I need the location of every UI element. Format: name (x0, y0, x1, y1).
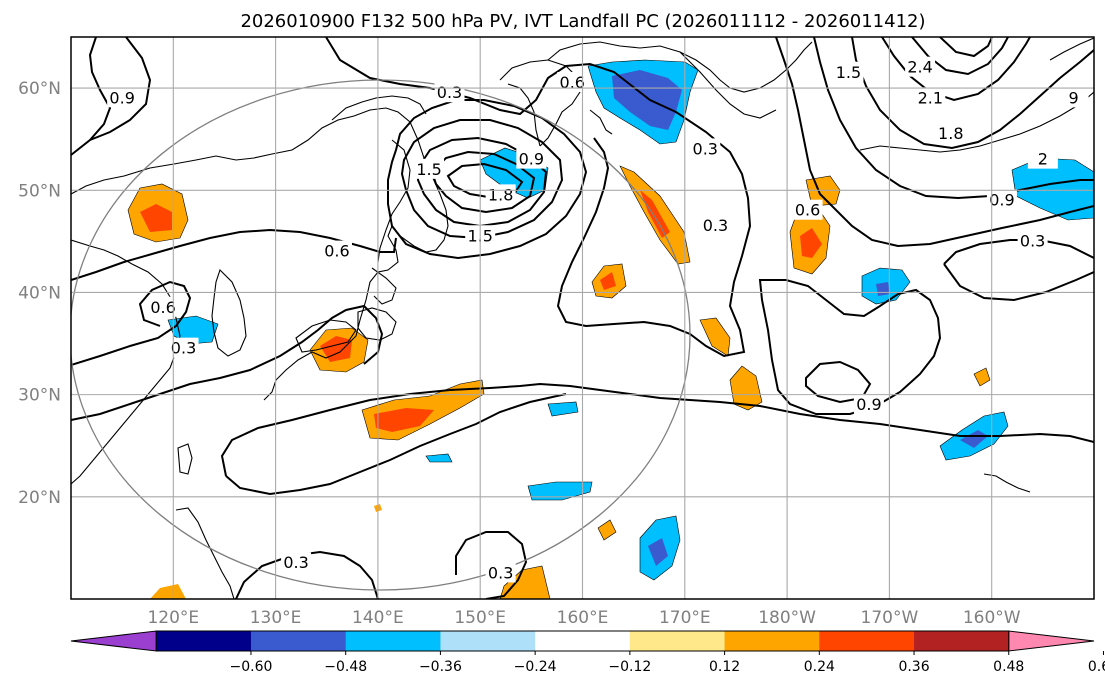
contour-label: 0.3 (488, 563, 513, 582)
colorbar-segment (156, 631, 252, 651)
contour-label-bg (915, 87, 946, 108)
contour-label-bg (485, 184, 516, 205)
gridlines (71, 37, 1094, 599)
colorbar-segment (440, 631, 536, 651)
map-area: 0.9 0.30.60.91.81.51.50.60.30.31.5 2.42.11… (71, 37, 1094, 599)
lon-tick-label: 170°W (861, 608, 919, 628)
contour-label-bg (516, 148, 547, 169)
contour-label-bg (853, 393, 884, 414)
colorbar: −0.60 −0.48 −0.36 −0.24 −0.12 0.12 0.24 0.36 0.4… (70, 630, 1105, 675)
contour-label: 0.6 (795, 201, 820, 220)
lon-tick-label: 150°E (454, 608, 506, 628)
colorbar-segment (345, 631, 441, 651)
contour-label-bg (107, 87, 138, 108)
contour-label-bg (700, 215, 731, 236)
colorbar-segment (724, 631, 820, 651)
colorbar-tick-label: −0.36 (419, 659, 462, 675)
colorbar-tick-label: 0.48 (993, 659, 1024, 675)
lat-tick-label: 40°N (18, 283, 61, 303)
lon-tick-label: 160°E (557, 608, 609, 628)
contour-label-bg (905, 56, 936, 77)
lat-tick-label: 20°N (18, 488, 61, 508)
contour-label-bg (1027, 148, 1058, 169)
contour-label-bg (557, 71, 588, 92)
contour-label-bg (321, 240, 352, 261)
radius-circle (71, 79, 691, 591)
contour-label-bg (434, 82, 465, 103)
longitude-labels: 120°E 130°E 140°E 150°E 160°E 170°E 180°W 170°W… (147, 608, 1020, 628)
contour-label-bg (168, 337, 199, 358)
contour-label-bg (690, 138, 721, 159)
contour-label: 0.6 (150, 298, 175, 317)
contour-label: 0.9 (989, 190, 1014, 209)
colorbar-segment (914, 631, 1010, 651)
contour-label-bg (1058, 87, 1089, 108)
lat-tick-label: 60°N (18, 79, 61, 99)
figure-title: 2026010900 F132 500 hPa PV, IVT Landfall… (240, 11, 925, 32)
colorbar-extend-high (1008, 630, 1095, 652)
colorbar-tick-label: −0.12 (608, 659, 651, 675)
lon-tick-label: 170°E (659, 608, 711, 628)
contour-label-bg (148, 296, 179, 317)
colorbar-frame (155, 630, 1010, 652)
contour-label: 0.3 (437, 83, 462, 102)
lat-tick-label: 50°N (18, 181, 61, 201)
contour-label: 9 (1068, 88, 1078, 107)
colorbar-segment (819, 631, 915, 651)
lon-tick-label: 140°E (352, 608, 404, 628)
colorbar-tick-label: −0.24 (514, 659, 557, 675)
contour-label-bg (281, 552, 312, 573)
colorbar-tick-label: 0.36 (898, 659, 929, 675)
contour-label: 1.5 (836, 63, 861, 82)
latitude-labels: 20°N 30°N 40°N 50°N 60°N (18, 79, 61, 508)
contour-label: 0.3 (1020, 231, 1045, 250)
contour-label-bg (792, 199, 823, 220)
contour-label: 0.9 (109, 88, 134, 107)
contour-label: 0.3 (693, 139, 718, 158)
lon-tick-label: 160°W (963, 608, 1021, 628)
lon-tick-label: 130°E (250, 608, 302, 628)
contour-label: 2 (1038, 150, 1048, 169)
map-frame (70, 36, 1095, 600)
lat-tick-label: 30°N (18, 386, 61, 406)
colorbar-tick-label: −0.60 (230, 659, 273, 675)
colorbar-tick-label: 0.60 (1088, 659, 1105, 675)
contour-label: 0.3 (283, 553, 308, 572)
colorbar-tick-label: −0.48 (324, 659, 367, 675)
lon-tick-label: 180°W (758, 608, 816, 628)
lon-tick-label: 120°E (147, 608, 199, 628)
contour-label: 0.9 (519, 150, 544, 169)
colorbar-extend-low (70, 630, 157, 652)
colorbar-segment (250, 631, 347, 651)
contour-label: 1.8 (938, 124, 963, 143)
contour-label: 1.8 (488, 185, 513, 204)
colorbar-segment (629, 631, 726, 651)
contour-label-bg (986, 189, 1017, 210)
contour-label: 2.4 (907, 58, 932, 77)
contour-label: 0.6 (560, 73, 585, 92)
contour-label: 0.3 (703, 216, 728, 235)
colorbar-tick-label: 0.24 (804, 659, 835, 675)
contour-label-bg (935, 123, 966, 144)
contour-label: 1.5 (416, 160, 441, 179)
colorbar-segment (535, 631, 631, 651)
contour-label: 2.1 (918, 88, 943, 107)
contour-label: 0.9 (856, 395, 881, 414)
contour-label: 0.3 (171, 339, 196, 358)
contour-label-bg (833, 61, 864, 82)
contour-label-bg (485, 562, 516, 583)
contour-label: 0.6 (324, 242, 349, 261)
contour-label-bg (1017, 230, 1048, 251)
contour-label-bg (414, 158, 445, 179)
colorbar-tick-label: 0.12 (709, 659, 740, 675)
